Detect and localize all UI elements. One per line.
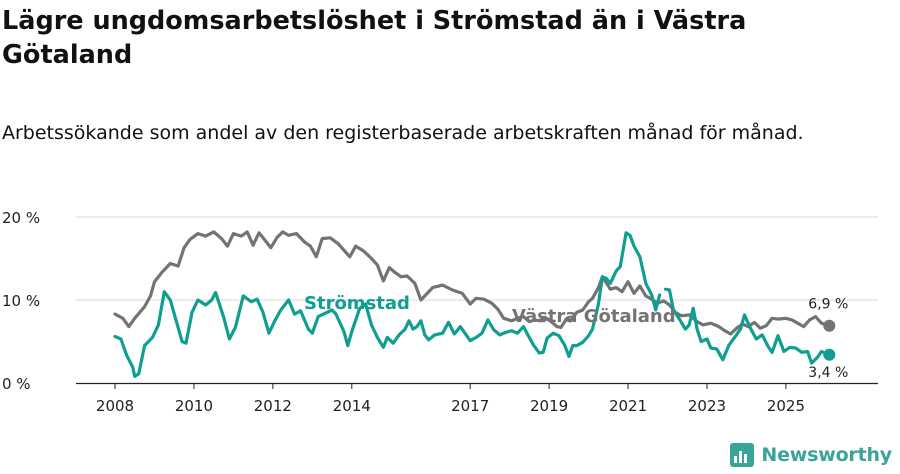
x-tick-label: 2021 [609,397,647,415]
newsworthy-logo-icon [730,443,755,467]
vastra-gotaland-end-dot [823,319,836,332]
x-tick-label: 2014 [333,397,371,415]
stromstad-series-label: Strömstad [304,293,410,314]
x-tick-label: 2025 [767,397,805,415]
y-tick-label: 10 % [2,292,40,310]
x-tick-label: 2012 [254,397,292,415]
x-tick-label: 2010 [175,397,213,415]
stromstad-end-dot [823,348,836,361]
vastra-gotaland-line [113,230,831,336]
newsworthy-logo: Newsworthy [729,442,892,468]
vastra-gotaland-end-label: 6,9 % [808,297,848,313]
y-tick-label: 0 % [2,375,31,393]
stromstad-line [113,231,662,378]
x-tick-label: 2023 [688,397,726,415]
x-tick-label: 2008 [96,397,134,415]
stromstad-line [663,287,831,365]
x-tick-label: 2017 [451,397,489,415]
x-tick-label: 2019 [530,397,568,415]
stromstad-end-label: 3,4 % [808,365,848,381]
chart-title: Lägre ungdomsarbetslöshet i Strömstad än… [2,6,747,70]
y-tick-label: 20 % [2,209,40,227]
newsworthy-brand: Newsworthy [761,444,892,466]
vastra-gotaland-series-label: Västra Götaland [512,306,676,327]
chart-subtitle: Arbetssökande som andel av den registerb… [2,122,804,144]
